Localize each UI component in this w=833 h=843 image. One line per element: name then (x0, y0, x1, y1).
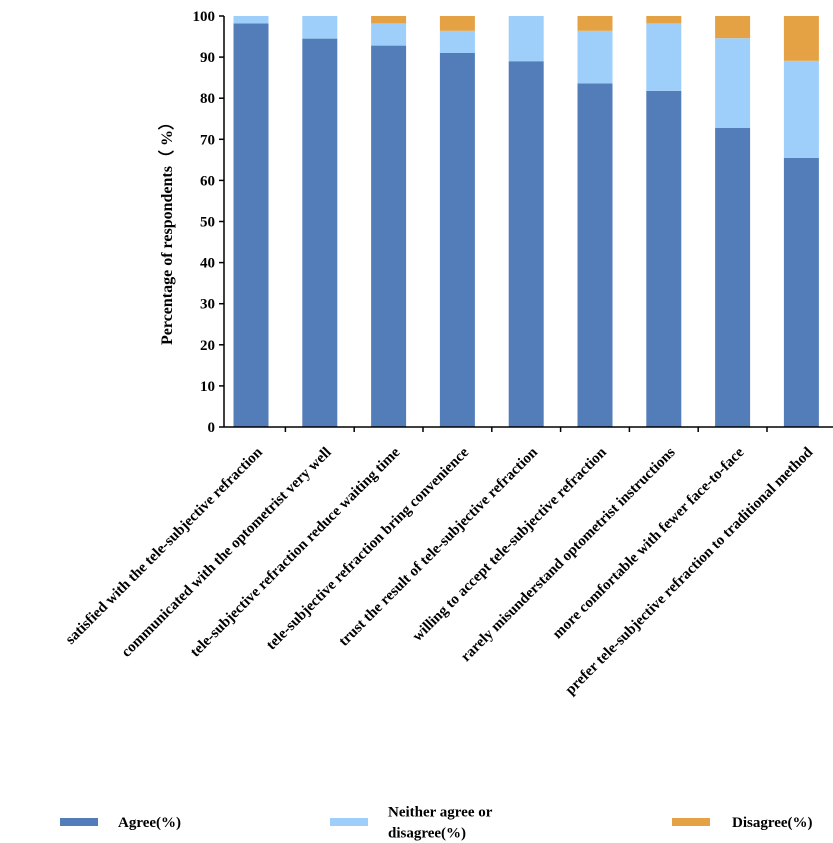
x-tick-labels: satisfied with the tele-subjective refra… (63, 444, 817, 698)
axes-layer: 0 10 20 30 40 50 60 70 80 90 100 (193, 9, 833, 436)
bar-segment-2-cat-3 (371, 23, 407, 46)
legend-swatch-1 (60, 818, 98, 826)
y-tick-label: 60 (200, 173, 215, 189)
y-tick-label: 80 (200, 91, 215, 107)
bar-segment-3-cat-9 (783, 16, 819, 61)
bar-segment-3-cat-3 (371, 16, 407, 24)
y-tick-label: 70 (200, 132, 215, 148)
bars-layer (233, 16, 819, 428)
legend-label-2: disagree(%) (388, 826, 466, 842)
bar-segment-1-cat-6 (577, 83, 613, 428)
y-tick-label: 10 (200, 379, 215, 395)
bar-segment-3-cat-4 (439, 16, 475, 31)
y-axis-title: Percentage of respondents（ %） (158, 114, 176, 345)
bar-segment-1-cat-2 (302, 38, 338, 428)
bar-segment-1-cat-7 (646, 90, 682, 428)
bar-segment-1-cat-4 (439, 52, 475, 428)
bar-segment-2-cat-7 (646, 23, 682, 91)
legend-swatch-3 (672, 818, 710, 826)
legend: Agree(%) Neither agree or disagree(%) Disag… (60, 805, 813, 842)
x-category-label: prefer tele-subjective refraction to tra… (562, 444, 816, 698)
bar-segment-3-cat-6 (577, 16, 613, 31)
bar-segment-2-cat-8 (715, 38, 751, 128)
y-tick-label: 100 (193, 9, 216, 25)
y-tick-label: 0 (208, 420, 216, 436)
y-tick-label: 50 (200, 215, 215, 231)
y-axis-title-group: Percentage of respondents（ %） (158, 114, 176, 345)
legend-label-1: Agree(%) (118, 815, 181, 831)
bar-segment-2-cat-9 (783, 60, 819, 158)
bar-segment-2-cat-2 (302, 16, 338, 39)
bar-segment-3-cat-8 (715, 16, 751, 39)
bar-segment-1-cat-3 (371, 45, 407, 428)
bar-segment-2-cat-1 (233, 16, 269, 24)
y-tick-label: 20 (200, 338, 215, 354)
legend-label-2: Neither agree or (388, 805, 493, 821)
bar-segment-3-cat-7 (646, 16, 682, 24)
bar-segment-1-cat-5 (508, 61, 544, 428)
bar-segment-1-cat-8 (715, 127, 751, 427)
bar-segment-2-cat-5 (508, 16, 544, 62)
legend-label-3: Disagree(%) (732, 815, 813, 831)
y-tick-label: 90 (200, 50, 215, 66)
y-tick-label: 30 (200, 297, 215, 313)
bar-segment-2-cat-6 (577, 30, 613, 84)
bar-segment-1-cat-1 (233, 23, 269, 428)
bar-segment-1-cat-9 (783, 157, 819, 428)
legend-swatch-2 (330, 818, 368, 826)
bar-segment-2-cat-4 (439, 30, 475, 53)
y-tick-label: 40 (200, 256, 215, 272)
